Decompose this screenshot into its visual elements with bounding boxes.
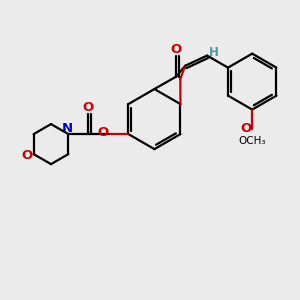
Text: OCH₃: OCH₃ [238, 136, 266, 146]
Text: O: O [22, 149, 33, 162]
Text: O: O [240, 122, 251, 135]
Text: O: O [98, 126, 109, 140]
Text: H: H [208, 46, 218, 59]
Text: O: O [170, 43, 182, 56]
Text: O: O [82, 101, 93, 114]
Text: N: N [61, 122, 73, 135]
